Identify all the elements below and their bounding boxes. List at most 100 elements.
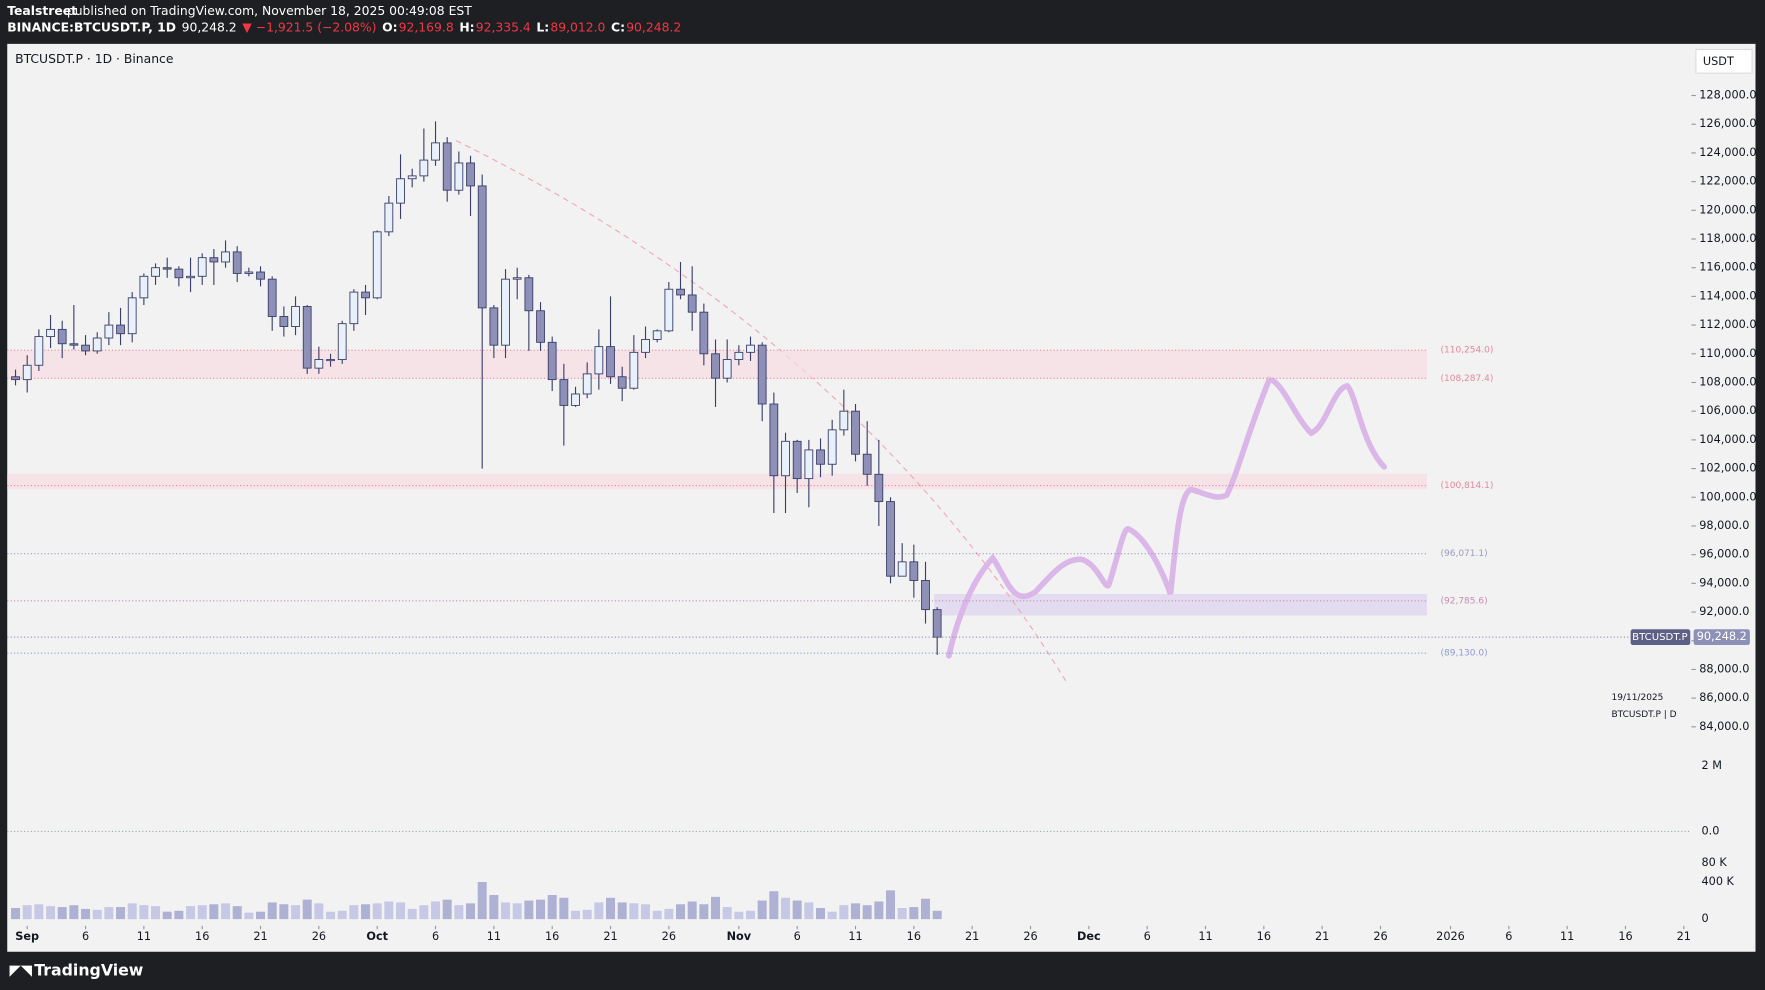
plot: (110,254.0) (108,287.4) (100,814.1) (96,071…: [7, 121, 1494, 659]
candle-body: [92, 337, 102, 352]
candle-body: [512, 277, 522, 280]
candle-body: [921, 580, 930, 611]
candle-body: [606, 346, 615, 378]
x-tick-label: 16: [1618, 930, 1632, 943]
header-text: ▼ −1,921.5 (−2.08%): [242, 21, 376, 35]
volume-bar: [396, 902, 406, 920]
x-tick-label: 16: [545, 930, 559, 943]
symbol-line: BINANCE:BTCUSDT.P, 1D 90,248.2 ▼ −1,921.5 …: [7, 21, 681, 35]
candle-body: [34, 336, 44, 366]
level-label: (108,287.4): [1441, 374, 1494, 384]
candle-body: [547, 341, 557, 381]
candle-body: [267, 278, 277, 317]
candle-body: [559, 379, 569, 406]
candle-body: [886, 501, 895, 577]
volume-bar: [326, 911, 336, 920]
volume-bar: [279, 904, 289, 920]
candle-body: [477, 185, 487, 309]
x-tick-label: 21: [1315, 930, 1329, 943]
y-tick-label: 106,000.0: [1699, 404, 1756, 417]
header-text: O:: [382, 21, 397, 35]
volume-bar: [34, 904, 44, 920]
footer: [0, 952, 1765, 990]
candle-body: [746, 344, 755, 353]
header-text: 92,335.4: [476, 21, 531, 35]
candle-body: [384, 202, 394, 233]
currency: USDT: [1703, 55, 1734, 68]
volume-bar: [524, 900, 534, 920]
candle-body: [22, 364, 32, 381]
volume-bar: [699, 904, 709, 920]
candle-body: [699, 311, 709, 355]
candle-body: [676, 288, 685, 296]
info-date: 19/11/2025: [1612, 693, 1664, 703]
candle-body: [162, 267, 172, 270]
volume-bar: [652, 910, 662, 920]
x-tick-label: 21: [1677, 930, 1691, 943]
x-tick-label: 21: [603, 930, 617, 943]
candle-body: [769, 403, 779, 477]
y-tick-label: 102,000.0: [1699, 462, 1756, 475]
x-tick-label: 6: [1144, 930, 1151, 943]
pane-label: 2 M: [1702, 759, 1722, 772]
volume-bar: [314, 903, 324, 920]
volume-bar: [431, 901, 441, 920]
candle-body: [69, 343, 79, 346]
y-tick-label: 104,000.0: [1699, 433, 1756, 446]
x-tick-label: 16: [195, 930, 209, 943]
y-tick-label: 86,000.0: [1699, 691, 1749, 704]
volume-bar: [116, 907, 126, 920]
volume-bar: [629, 903, 639, 920]
volume-bar: [932, 910, 942, 920]
y-tick-label: 110,000.0: [1699, 347, 1756, 360]
volume-bar: [559, 897, 569, 920]
x-tick-label: 11: [137, 930, 151, 943]
volume-bar: [267, 902, 277, 920]
volume-bar: [127, 903, 137, 920]
candle-body: [431, 142, 440, 161]
volume-bar: [69, 905, 79, 920]
volume-bar: [909, 907, 919, 920]
header-text: 89,012.0: [550, 21, 605, 35]
header-text: 92,169.8: [399, 21, 454, 35]
candle-body: [46, 328, 55, 338]
candle-body: [909, 561, 919, 581]
candle-body: [442, 142, 452, 191]
y-tick-label: 126,000.0: [1699, 117, 1756, 130]
candle-body: [932, 609, 942, 638]
candle-body: [781, 440, 790, 477]
currency-box: [1695, 48, 1753, 74]
candle-body: [897, 561, 907, 577]
volume-bar: [302, 899, 312, 920]
volume-bar: [337, 910, 347, 920]
pane-label: 0.0: [1702, 824, 1720, 837]
y-tick-label: 92,000.0: [1699, 605, 1749, 618]
y-tick-label: 98,000.0: [1699, 519, 1749, 532]
volume-bar: [874, 901, 884, 920]
volume-bar: [547, 894, 557, 920]
publisher: Tealstreet: [7, 4, 77, 18]
x-tick-label: 21: [253, 930, 267, 943]
last-price-name-box: [1630, 629, 1691, 646]
x-tick-label: 16: [1257, 930, 1271, 943]
candle-body: [256, 271, 265, 280]
candle-body: [629, 351, 639, 389]
level-label: (110,254.0): [1441, 346, 1494, 356]
volume-bar: [839, 905, 849, 920]
x-tick-label: 26: [1373, 930, 1387, 943]
candle-body: [594, 346, 604, 375]
candle-body: [851, 410, 860, 455]
candle-body: [174, 268, 184, 279]
info-symbol: BTCUSDT.P | D: [1612, 710, 1677, 720]
header-text: 90,248.2: [182, 21, 237, 35]
volume-bar: [162, 911, 172, 920]
volume-bar: [256, 911, 266, 920]
candle-body: [81, 344, 90, 352]
y-tick-label: 112,000.0: [1699, 318, 1756, 331]
candle-body: [279, 316, 289, 327]
volume-bar: [489, 894, 499, 920]
candle-body: [232, 251, 242, 274]
x-tick-label: 11: [848, 930, 862, 943]
candle-body: [57, 328, 67, 345]
candle-body: [652, 330, 662, 340]
